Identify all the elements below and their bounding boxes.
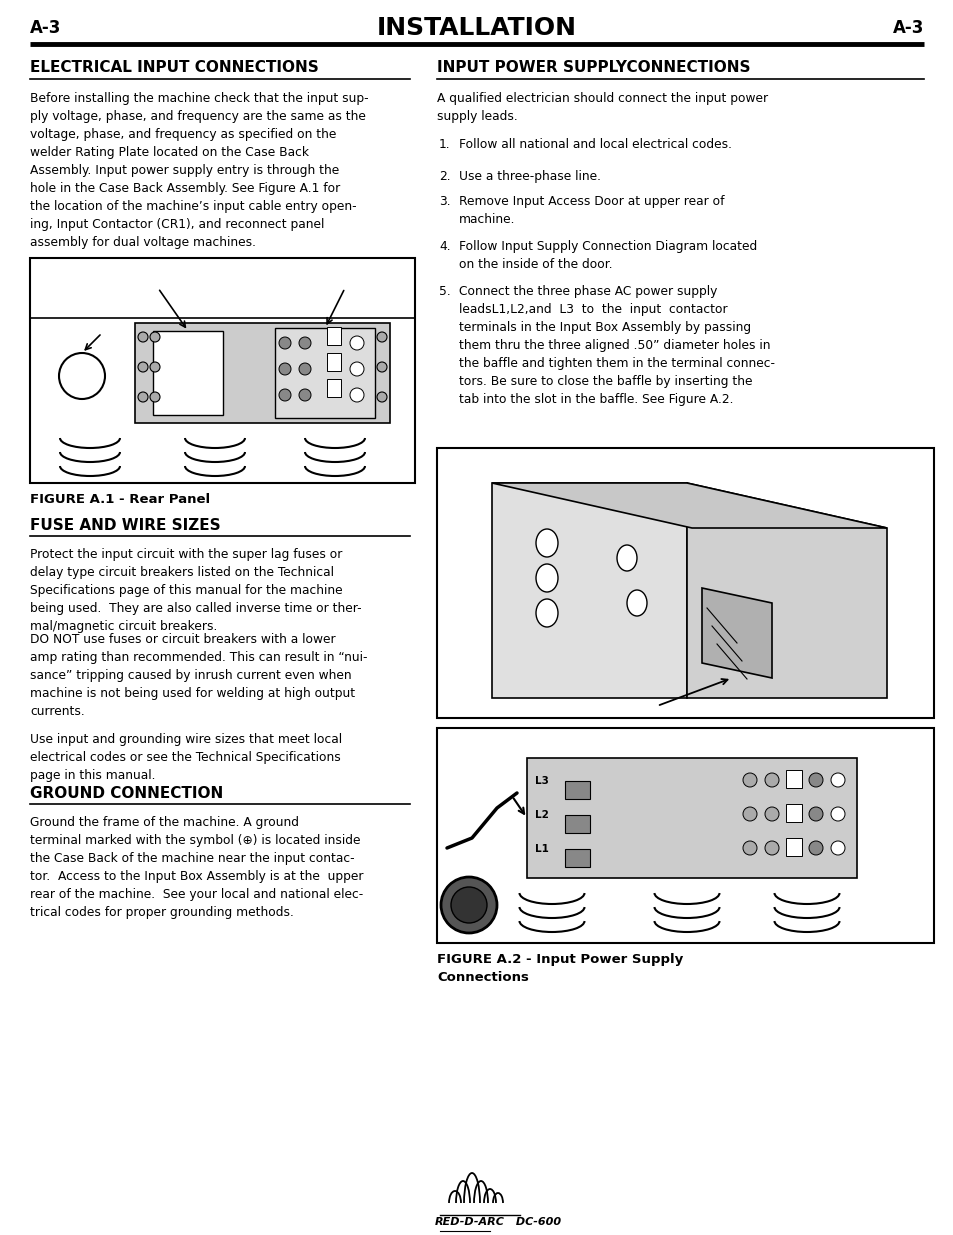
Circle shape [808,841,822,855]
Text: L2: L2 [535,810,548,820]
Text: Connect the three phase AC power supply
leadsL1,L2,and  L3  to  the  input  cont: Connect the three phase AC power supply … [458,285,774,406]
Circle shape [830,806,844,821]
Circle shape [350,388,364,403]
Bar [785,804,801,823]
Polygon shape [686,483,886,698]
Bar [785,839,801,856]
Circle shape [742,806,757,821]
Text: INSTALLATION: INSTALLATION [376,16,577,40]
Circle shape [376,362,387,372]
Text: 1.: 1. [438,138,450,151]
Ellipse shape [626,590,646,616]
Text: 4.: 4. [438,240,450,253]
Text: 5.: 5. [438,285,450,298]
Bar [152,331,223,415]
Bar [327,353,340,370]
Text: Ground the frame of the machine. A ground
terminal marked with the symbol (⊕) is: Ground the frame of the machine. A groun… [30,816,363,919]
Circle shape [365,362,375,372]
Circle shape [150,332,160,342]
Circle shape [350,336,364,350]
Text: Connections: Connections [436,971,528,984]
Bar [564,848,589,867]
Text: FUSE AND WIRE SIZES: FUSE AND WIRE SIZES [30,517,220,534]
Circle shape [808,806,822,821]
Circle shape [298,389,311,401]
Circle shape [365,332,375,342]
Bar [564,781,589,799]
Text: 2.: 2. [438,170,450,183]
Text: L1: L1 [535,844,548,853]
Circle shape [278,389,291,401]
Text: Before installing the machine check that the input sup-
ply voltage, phase, and : Before installing the machine check that… [30,91,368,249]
Circle shape [830,773,844,787]
Circle shape [764,773,779,787]
Circle shape [764,806,779,821]
Ellipse shape [536,564,558,592]
Polygon shape [701,588,771,678]
Text: FIGURE A.1 - Rear Panel: FIGURE A.1 - Rear Panel [30,493,210,506]
Circle shape [440,877,497,932]
Circle shape [278,363,291,375]
Text: INPUT POWER SUPPLYCONNECTIONS: INPUT POWER SUPPLYCONNECTIONS [436,61,750,75]
Text: A-3: A-3 [30,19,61,37]
Circle shape [278,337,291,350]
Text: Protect the input circuit with the super lag fuses or
delay type circuit breaker: Protect the input circuit with the super… [30,548,361,634]
Polygon shape [492,483,686,698]
Ellipse shape [536,529,558,557]
Circle shape [376,332,387,342]
Circle shape [150,391,160,403]
Circle shape [376,391,387,403]
Text: ELECTRICAL INPUT CONNECTIONS: ELECTRICAL INPUT CONNECTIONS [30,61,318,75]
Polygon shape [492,483,886,529]
Bar [436,448,933,718]
Circle shape [830,841,844,855]
Circle shape [451,887,486,923]
Bar [327,327,340,345]
Ellipse shape [536,599,558,627]
Circle shape [138,391,148,403]
Circle shape [298,337,311,350]
Text: Follow Input Supply Connection Diagram located
on the inside of the door.: Follow Input Supply Connection Diagram l… [458,240,757,270]
Circle shape [138,332,148,342]
Bar [564,815,589,832]
Text: GROUND CONNECTION: GROUND CONNECTION [30,785,223,802]
Text: Use input and grounding wire sizes that meet local
electrical codes or see the T: Use input and grounding wire sizes that … [30,734,342,782]
Text: Follow all national and local electrical codes.: Follow all national and local electrical… [458,138,731,151]
Bar [274,329,375,417]
Text: RED-D-ARC: RED-D-ARC [435,1216,504,1228]
Bar [436,727,933,944]
Circle shape [764,841,779,855]
Bar [526,758,856,878]
Text: A-3: A-3 [892,19,923,37]
Circle shape [365,391,375,403]
Circle shape [59,353,105,399]
Text: L3: L3 [535,776,548,785]
Bar [30,258,415,483]
Circle shape [742,841,757,855]
Circle shape [742,773,757,787]
Circle shape [150,362,160,372]
Text: FIGURE A.2 - Input Power Supply: FIGURE A.2 - Input Power Supply [436,953,682,966]
Circle shape [350,362,364,375]
Ellipse shape [617,545,637,571]
Text: DO NOT use fuses or circuit breakers with a lower
amp rating than recommended. T: DO NOT use fuses or circuit breakers wit… [30,634,367,718]
Text: DC-600: DC-600 [512,1216,560,1228]
Circle shape [808,773,822,787]
Bar [135,324,390,424]
Circle shape [298,363,311,375]
Bar [327,379,340,396]
Text: Use a three-phase line.: Use a three-phase line. [458,170,600,183]
Circle shape [138,362,148,372]
Text: 3.: 3. [438,195,450,207]
Text: A qualified electrician should connect the input power
supply leads.: A qualified electrician should connect t… [436,91,767,124]
Text: Remove Input Access Door at upper rear of
machine.: Remove Input Access Door at upper rear o… [458,195,723,226]
Bar [785,769,801,788]
